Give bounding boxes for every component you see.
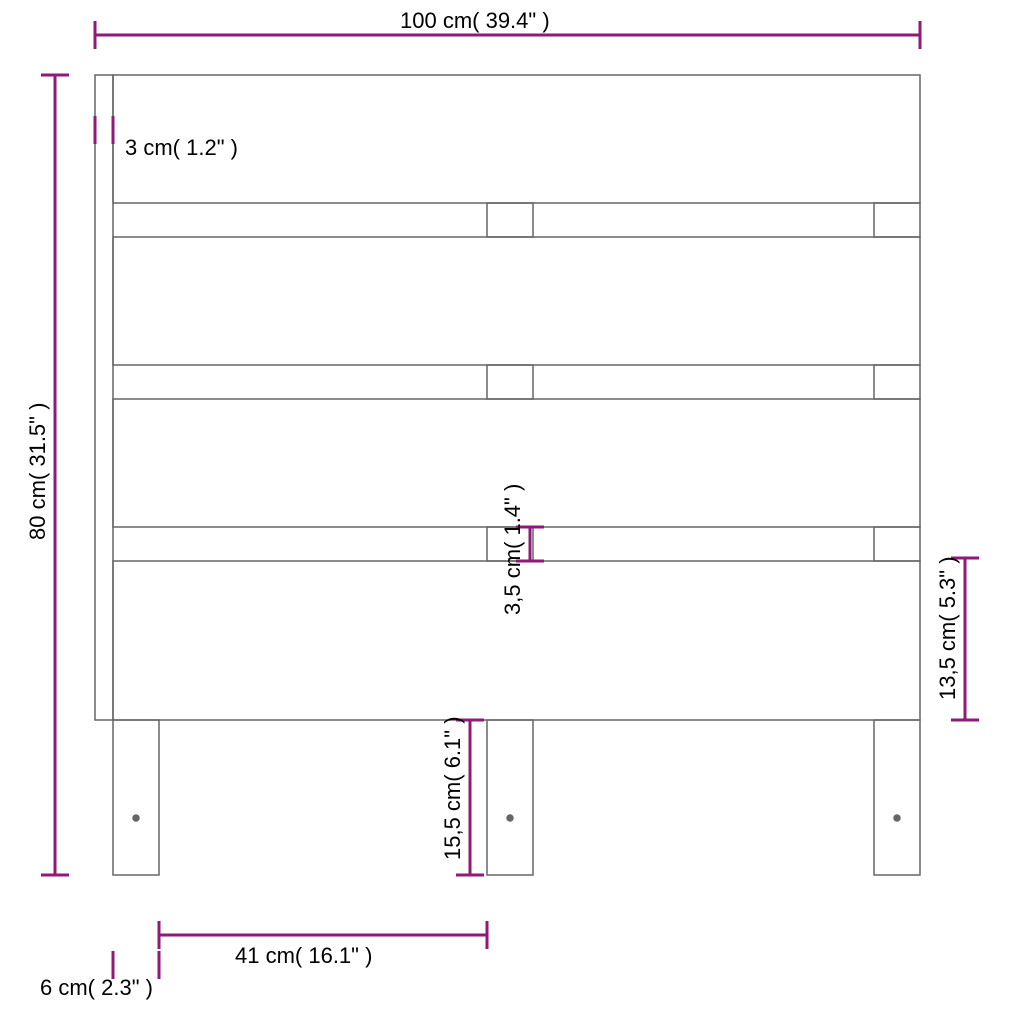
left-post [95, 75, 113, 720]
label-slat-gap: 3,5 cm( 1.4" ) [500, 484, 525, 615]
label-width-top: 100 cm( 39.4" ) [400, 8, 550, 33]
label-leg-height: 15,5 cm( 6.1" ) [440, 716, 465, 860]
slat-2 [113, 237, 920, 365]
label-leg-spacing: 41 cm( 16.1" ) [235, 943, 372, 968]
dimension-labels: 100 cm( 39.4" ) 80 cm( 31.5" ) 3 cm( 1.2… [25, 8, 960, 1000]
gap-posts [487, 203, 920, 561]
dim-post-thickness [95, 116, 113, 144]
leg-right [874, 720, 920, 875]
headboard-drawing [95, 75, 920, 875]
leg-middle [487, 720, 533, 875]
label-post-thickness: 3 cm( 1.2" ) [125, 135, 238, 160]
leg-left [113, 720, 159, 875]
legs [113, 720, 920, 875]
label-height-left: 80 cm( 31.5" ) [25, 403, 50, 540]
label-right-section: 13,5 cm( 5.3" ) [935, 556, 960, 700]
label-leg-width: 6 cm( 2.3" ) [40, 975, 153, 1000]
